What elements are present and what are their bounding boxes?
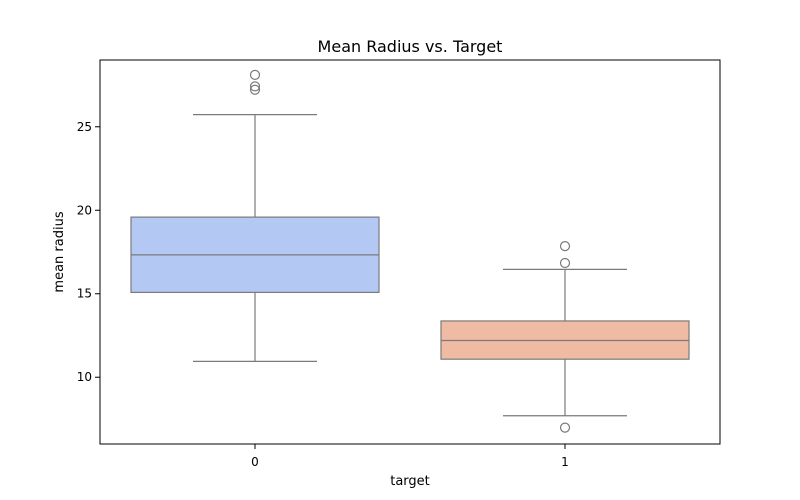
y-tick-label: 20 bbox=[77, 203, 92, 217]
outlier-point bbox=[559, 422, 571, 433]
outlier-point bbox=[559, 241, 571, 252]
y-axis: 10 15 20 25 bbox=[77, 120, 100, 384]
y-tick-label: 15 bbox=[77, 287, 92, 301]
outlier-point bbox=[559, 257, 571, 269]
outlier-point bbox=[249, 84, 261, 95]
y-axis-label: mean radius bbox=[52, 211, 67, 292]
y-tick-label: 10 bbox=[77, 370, 92, 384]
chart-title: Mean Radius vs. Target bbox=[318, 37, 503, 56]
outlier-point bbox=[249, 81, 261, 92]
boxes-group bbox=[130, 69, 690, 433]
x-axis-label: target bbox=[390, 474, 430, 489]
x-tick-label: 1 bbox=[561, 455, 569, 469]
outlier-point bbox=[249, 69, 261, 80]
x-tick-label: 0 bbox=[251, 455, 259, 469]
box-1 bbox=[440, 241, 690, 433]
plot-area-frame bbox=[99, 59, 721, 445]
y-tick-label: 25 bbox=[77, 120, 92, 134]
box-0 bbox=[130, 69, 380, 362]
